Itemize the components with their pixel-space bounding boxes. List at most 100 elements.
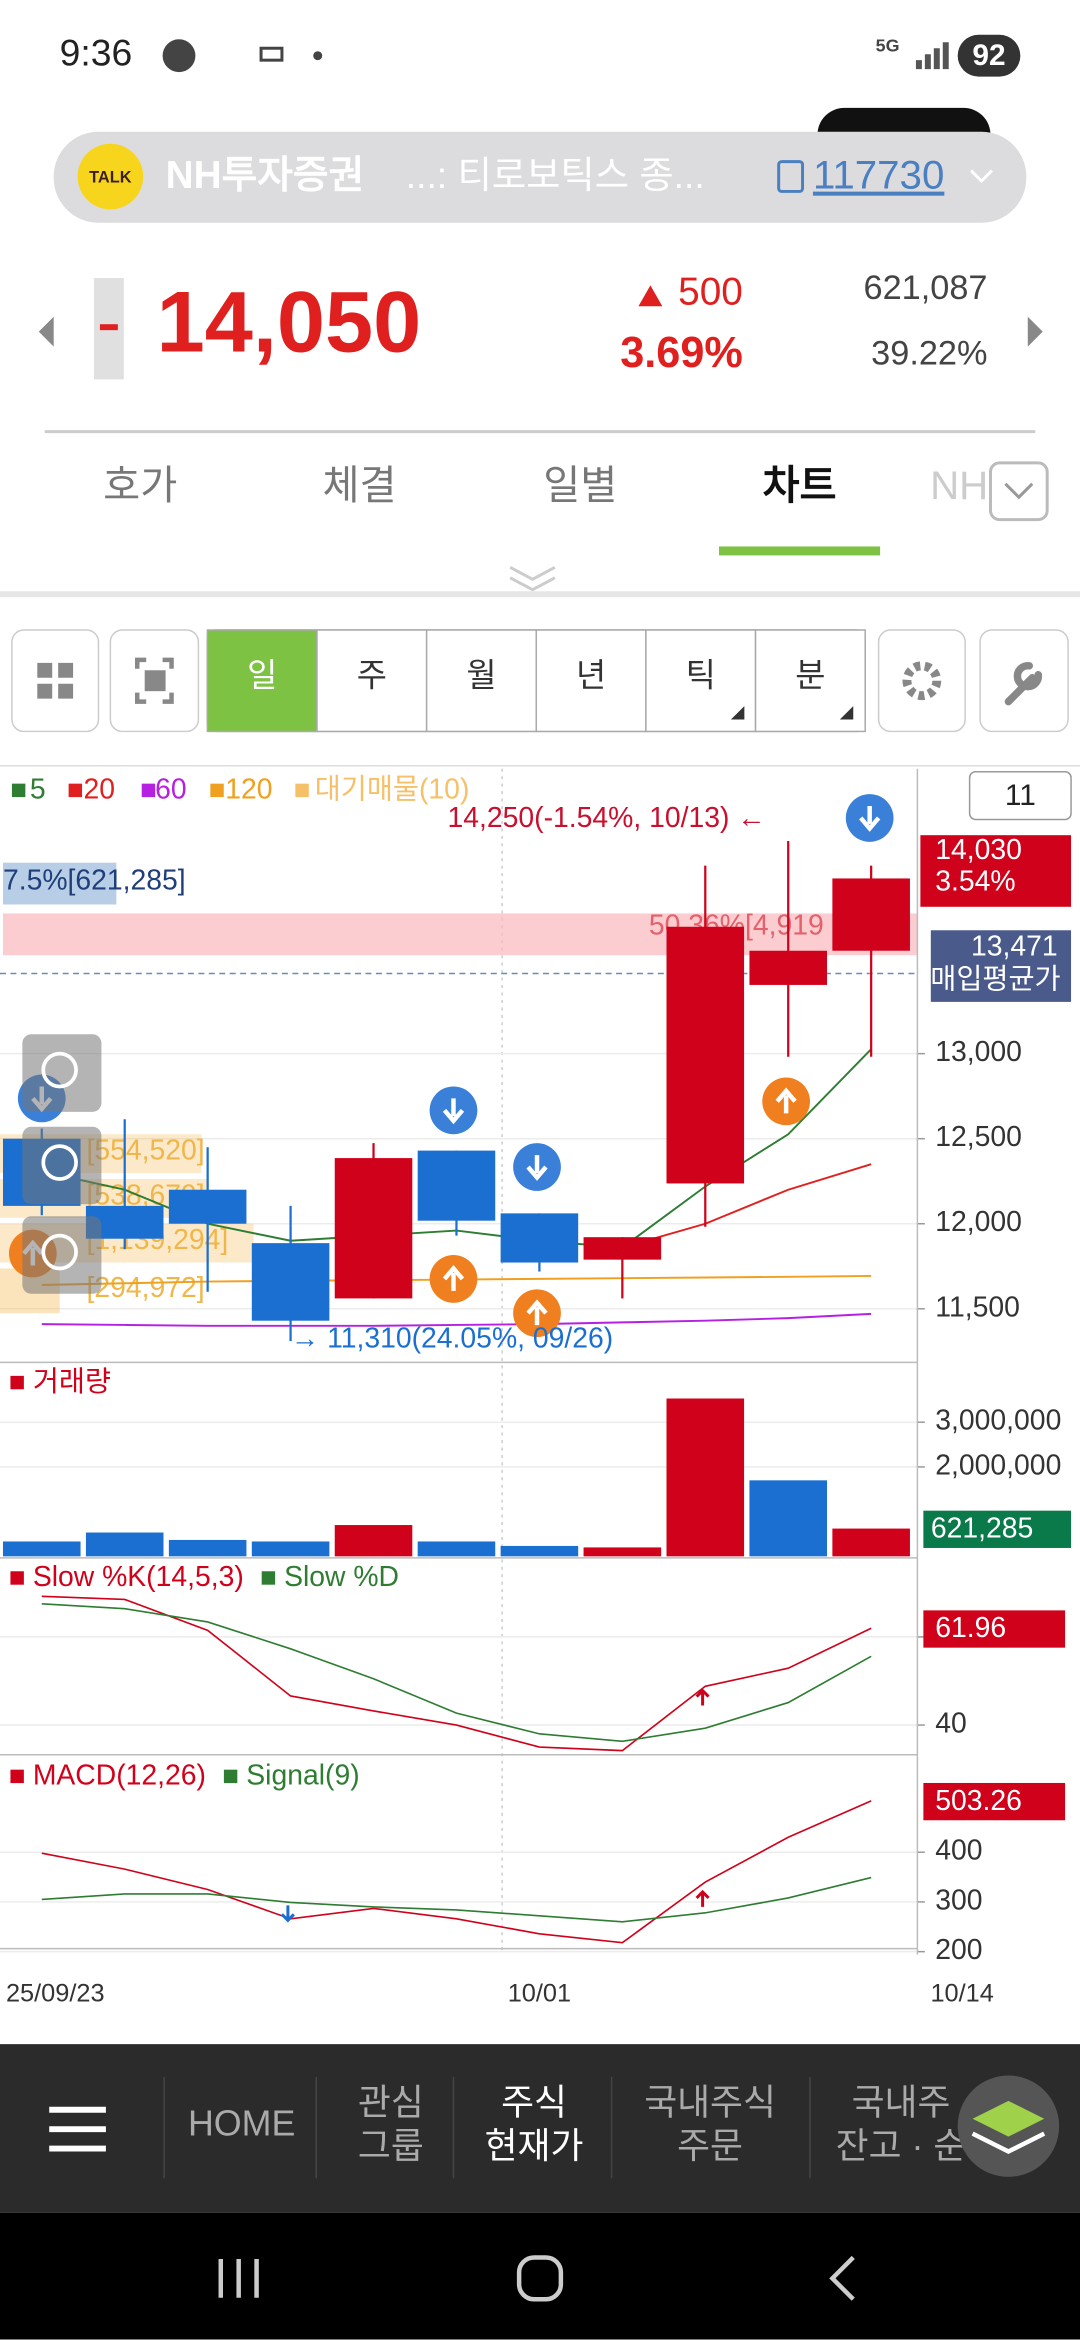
- volume-bar: [832, 1528, 910, 1557]
- tab[interactable]: NH: [930, 463, 988, 508]
- nav-item[interactable]: 관심: [358, 2083, 424, 2123]
- notification-pill[interactable]: [53, 131, 1027, 223]
- y-tick-label: 200: [935, 1934, 982, 1966]
- value-tag-label: 503.26: [935, 1785, 1022, 1817]
- series-line: [41, 1595, 872, 1752]
- current-price-tag: [920, 835, 1072, 907]
- visible-count: 11: [1005, 779, 1036, 812]
- profile-label: [294,972]: [87, 1272, 205, 1304]
- nav-item[interactable]: 주식: [501, 2083, 567, 2123]
- candle-body: [500, 1213, 579, 1263]
- volume-bar: [334, 1525, 413, 1557]
- series-line: [41, 1800, 872, 1944]
- kakao-icon-label: TALK: [89, 168, 132, 186]
- tab[interactable]: 체결: [322, 463, 396, 508]
- tab[interactable]: 호가: [103, 463, 177, 508]
- legend-swatch: [10, 1375, 24, 1390]
- low-annotation: → 11,310(24.05%, 09/26): [291, 1323, 613, 1355]
- period-label: 분: [795, 656, 825, 693]
- high-annotation: 14,250(-1.54%, 10/13) ←: [448, 802, 766, 834]
- legend-label: Signal(9): [246, 1760, 359, 1792]
- tab[interactable]: 일별: [543, 463, 617, 508]
- tab[interactable]: 차트: [763, 463, 837, 508]
- legend-swatch: [10, 1769, 24, 1784]
- battery-level: 92: [972, 39, 1005, 72]
- signal-marker: [695, 1688, 710, 1706]
- zoom-button[interactable]: [22, 1034, 102, 1112]
- home-button[interactable]: [516, 2255, 564, 2302]
- nav-item[interactable]: 국내주식: [644, 2083, 776, 2123]
- period-label: 일: [247, 656, 277, 693]
- x-tick-label: 10/01: [508, 1980, 571, 2008]
- candle-body: [251, 1243, 330, 1321]
- menu-icon[interactable]: [49, 2106, 106, 2152]
- nav-item[interactable]: 잔고 · 순: [836, 2126, 967, 2166]
- candle-body: [168, 1189, 247, 1224]
- profile-highlight: [2, 913, 918, 956]
- current-price-label: 14,030: [935, 834, 1022, 866]
- recents-button[interactable]: [218, 2258, 259, 2298]
- gear-icon: [902, 661, 942, 701]
- tab-dropdown[interactable]: [989, 461, 1049, 522]
- period-button[interactable]: [206, 629, 318, 733]
- prev-arrow[interactable]: [38, 316, 54, 347]
- period-label: 틱: [686, 656, 716, 693]
- legend-swatch: [11, 783, 26, 798]
- zoom-button[interactable]: [22, 1216, 102, 1294]
- series-line: [41, 1876, 872, 1923]
- x-tick-label: 10/14: [930, 1980, 993, 2008]
- y-tick-label: 40: [935, 1708, 967, 1740]
- visible-count-box[interactable]: [968, 770, 1072, 821]
- legend-swatch: [68, 783, 83, 798]
- layout-button[interactable]: [11, 629, 100, 733]
- period-button[interactable]: [425, 629, 538, 733]
- buy-arrow: [775, 1087, 797, 1114]
- volume-bar: [85, 1532, 164, 1557]
- next-arrow[interactable]: [1027, 316, 1043, 347]
- status-dot: [313, 51, 323, 61]
- series-line: [41, 1312, 872, 1327]
- tab-underline: [719, 546, 881, 556]
- doc-icon: [777, 160, 805, 193]
- nav-item[interactable]: 주문: [677, 2126, 743, 2166]
- y-tick-label: 11,500: [935, 1291, 1020, 1323]
- current-price: 14,050: [157, 275, 422, 371]
- legend-label: 120: [225, 774, 272, 806]
- zoom-icon: [41, 1051, 78, 1089]
- back-button[interactable]: [829, 2255, 855, 2301]
- price-bar-mark: [99, 324, 118, 331]
- nav-item[interactable]: 현재가: [485, 2126, 584, 2166]
- y-tick-label: 300: [935, 1884, 982, 1916]
- period-corner-marks: [730, 706, 854, 720]
- legend-label: 20: [84, 774, 116, 806]
- stock-code[interactable]: 117730: [813, 153, 944, 198]
- status-icon: [259, 46, 284, 62]
- collapse-handle[interactable]: [509, 566, 556, 592]
- sell-arrow: [859, 806, 881, 832]
- zoom-button[interactable]: [22, 1126, 102, 1205]
- y-tick-label: 3,000,000: [935, 1405, 1061, 1437]
- x-tick-label: 25/09/23: [6, 1980, 105, 2008]
- y-tick-label: 13,000: [935, 1036, 1022, 1068]
- chevron-down: [970, 169, 994, 184]
- volume-bar: [666, 1398, 745, 1557]
- value-tag-label: 61.96: [935, 1612, 1006, 1644]
- legend-swatch: [10, 1571, 24, 1585]
- candle-body: [832, 878, 910, 951]
- change-rate: 3.69%: [620, 329, 743, 377]
- zoom-icon: [41, 1233, 78, 1271]
- nav-item[interactable]: 그룹: [358, 2126, 424, 2166]
- talk-status-icon: [162, 39, 196, 73]
- legend-swatch: [295, 783, 309, 798]
- network-label: 5G: [876, 35, 900, 55]
- nav-item[interactable]: HOME: [188, 2104, 295, 2144]
- avg-cost-tag: [930, 930, 1072, 1002]
- settings-button[interactable]: [877, 629, 966, 733]
- nav-item[interactable]: 국내주: [852, 2083, 951, 2123]
- legend-swatch: [141, 783, 156, 798]
- legend-label: 대기매물(10): [315, 774, 470, 806]
- notification-text: ...: 티로보틱스 종...: [406, 154, 705, 196]
- volume-bar: [417, 1541, 496, 1557]
